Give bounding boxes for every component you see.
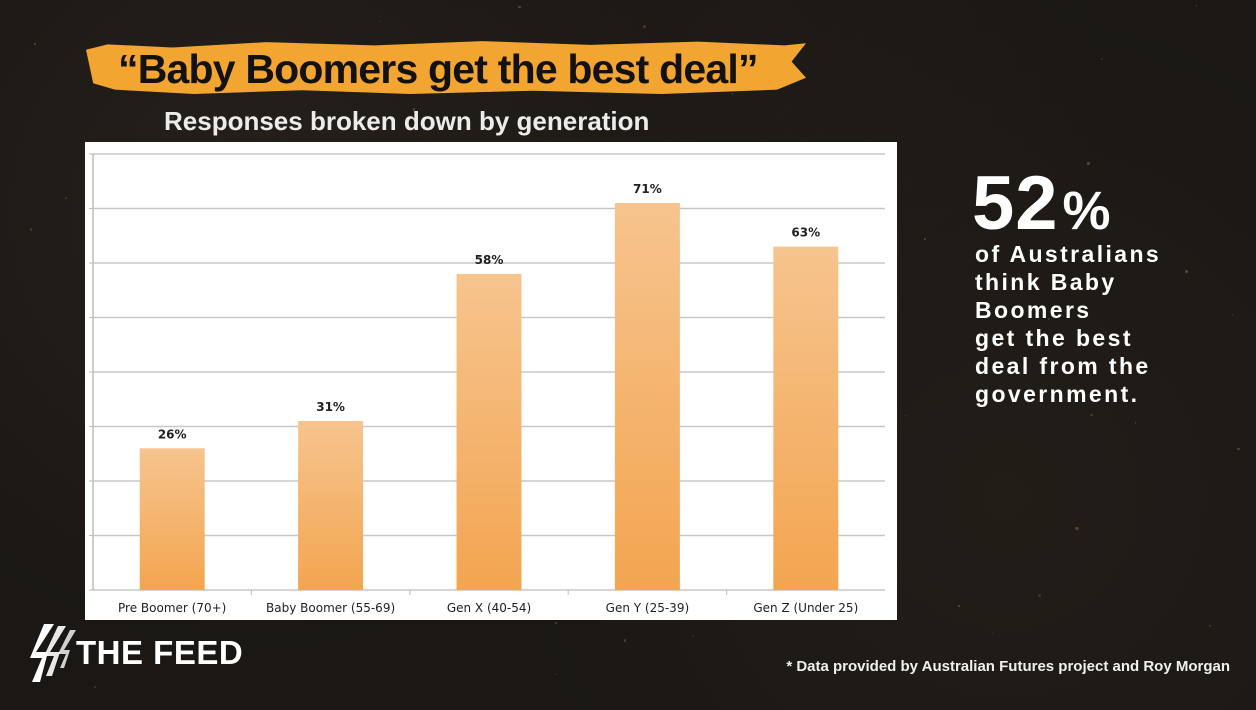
stat-caption-line: deal from the <box>975 353 1151 379</box>
headline: “Baby Boomers get the best deal” <box>118 46 758 92</box>
x-tick-label: Gen Y (25-39) <box>606 601 689 615</box>
background-speck <box>65 197 68 200</box>
background-speck <box>1184 269 1189 273</box>
bar <box>139 448 205 590</box>
headline-highlight <box>86 41 806 94</box>
data-label: 63% <box>791 226 820 240</box>
background-speck <box>1134 422 1137 425</box>
stat-caption-line: government. <box>975 381 1140 407</box>
background-speck <box>923 238 926 241</box>
background-speck <box>555 673 557 676</box>
background-speck <box>1195 4 1198 7</box>
stat-value: 52 <box>972 161 1059 246</box>
x-tick-label: Baby Boomer (55-69) <box>266 601 395 615</box>
background-speck <box>1101 58 1103 60</box>
data-label: 31% <box>316 400 345 414</box>
background-speck <box>1048 317 1051 320</box>
background-speck <box>518 5 521 9</box>
background-speck <box>910 600 912 602</box>
background-speck <box>643 24 647 29</box>
background-speck <box>623 639 627 642</box>
stat-caption-line: get the best <box>975 325 1133 351</box>
stat-unit: % <box>1062 181 1111 241</box>
background-speck <box>1232 314 1234 316</box>
background-speck <box>555 622 558 625</box>
background-speck <box>1105 331 1107 334</box>
background-speck <box>380 20 382 23</box>
background-speck <box>1086 162 1090 165</box>
background-speck <box>691 634 694 637</box>
data-label: 26% <box>158 427 187 441</box>
background-speck <box>1038 594 1041 597</box>
the-feed-logo: THE FEED <box>30 622 270 684</box>
background-speck <box>1237 447 1240 451</box>
stat-caption-line: Boomers <box>975 297 1092 323</box>
background-speck <box>1075 526 1079 531</box>
sbs-logo-icon <box>30 624 76 682</box>
background-speck <box>958 605 960 607</box>
background-speck <box>1208 624 1211 627</box>
background-speck <box>30 228 33 231</box>
x-tick-label: Gen X (40-54) <box>447 601 531 615</box>
bar <box>773 246 839 590</box>
x-tick-label: Gen Z (Under 25) <box>753 601 858 615</box>
bar-chart: 26% Pre Boomer (70+) 31% Baby Boomer (55-69… <box>89 153 885 615</box>
stat-caption-line: of Australians <box>975 241 1162 267</box>
background-speck <box>991 631 993 634</box>
background-speck <box>904 414 907 417</box>
bar <box>614 203 680 591</box>
logo-text: THE FEED <box>76 634 244 671</box>
data-source-footnote: * Data provided by Australian Futures pr… <box>786 658 1230 675</box>
stat-caption: of Australians think Baby Boomers get th… <box>975 240 1215 408</box>
bar <box>456 273 522 590</box>
background-speck <box>94 685 97 688</box>
background-speck <box>412 108 416 111</box>
chart-panel: 26% Pre Boomer (70+) 31% Baby Boomer (55-69… <box>85 142 897 620</box>
stat-highlight: 52% <box>972 160 1111 247</box>
background-speck <box>46 57 49 60</box>
background-speck <box>170 116 174 119</box>
background-speck <box>34 42 37 45</box>
background-speck <box>1090 414 1093 417</box>
chart-subtitle: Responses broken down by generation <box>164 106 650 136</box>
stat-caption-line: think Baby <box>975 269 1117 295</box>
data-label: 71% <box>633 182 662 196</box>
bar <box>298 421 364 590</box>
data-label: 58% <box>475 253 504 267</box>
x-tick-label: Pre Boomer (70+) <box>118 601 226 615</box>
background-speck <box>731 92 734 95</box>
